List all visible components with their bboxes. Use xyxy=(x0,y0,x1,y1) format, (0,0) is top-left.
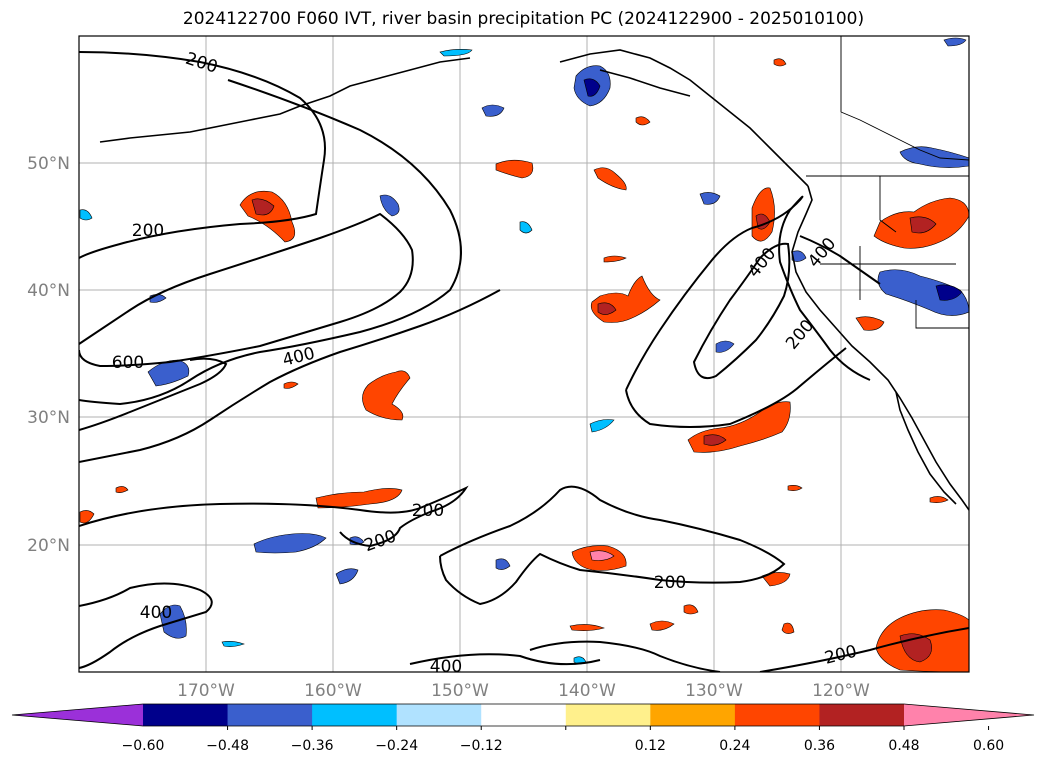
colorbar-segment xyxy=(312,704,398,726)
contour-label: 200 xyxy=(654,573,686,593)
lon-label: 160°W xyxy=(304,681,362,701)
colorbar-tick-label: −0.36 xyxy=(291,738,334,754)
borders xyxy=(806,36,969,329)
colorbar-extend-high xyxy=(904,704,1034,726)
lon-label: 150°W xyxy=(431,681,489,701)
colorbar-segment xyxy=(396,704,482,726)
map-area xyxy=(79,36,969,672)
colorbar-segment xyxy=(143,704,229,726)
map-frame xyxy=(78,35,970,673)
contour-label: 200 xyxy=(412,501,444,521)
colorbar-tick-label: 0.24 xyxy=(719,738,750,754)
colorbar-tick-label: 0.48 xyxy=(888,738,919,754)
lon-label: 120°W xyxy=(812,681,870,701)
contour-label: 400 xyxy=(140,603,172,623)
lat-label: 20°N xyxy=(27,536,70,556)
lon-label: 130°W xyxy=(685,681,743,701)
colorbar-segment xyxy=(734,704,820,726)
lon-label: 140°W xyxy=(558,681,616,701)
contour-label: 200 xyxy=(132,221,164,241)
lon-label: 170°W xyxy=(177,681,235,701)
colorbar-tick-label: −0.48 xyxy=(206,738,249,754)
latitude-labels: 50°N 40°N 30°N 20°N xyxy=(27,154,70,556)
lat-label: 30°N xyxy=(27,408,70,428)
colorbar-tick-label: 0.36 xyxy=(804,738,835,754)
colorbar-tick-label: 0.60 xyxy=(973,738,1004,754)
colorbar-tick-label: 0.12 xyxy=(635,738,666,754)
colorbar-segment xyxy=(481,704,567,726)
contour-label: 600 xyxy=(112,353,144,373)
lat-label: 40°N xyxy=(27,281,70,301)
figure-title: 2024122700 F060 IVT, river basin precipi… xyxy=(182,9,865,29)
ivt-contours xyxy=(79,51,969,672)
contour-label: 400 xyxy=(430,657,462,677)
colorbar-extend-low xyxy=(12,704,143,726)
longitude-labels: 170°W 160°W 150°W 140°W 130°W 120°W xyxy=(177,681,870,701)
colorbar-segment xyxy=(650,704,736,726)
colorbar-outline xyxy=(11,703,1035,727)
colorbar-tick-label: −0.24 xyxy=(375,738,418,754)
colorbar-tick-label: −0.12 xyxy=(460,738,503,754)
colorbar-segment xyxy=(819,704,905,726)
lat-label: 50°N xyxy=(27,154,70,174)
colorbar-tick-label: −0.60 xyxy=(122,738,165,754)
colorbar-segment xyxy=(565,704,651,726)
coastlines xyxy=(99,49,969,511)
positive-precip-areas xyxy=(79,58,969,672)
colorbar: −0.60 −0.48 −0.36 −0.24 −0.12 0.12 0.24 0.36 0.4… xyxy=(11,703,1035,754)
colorbar-segment xyxy=(227,704,313,726)
